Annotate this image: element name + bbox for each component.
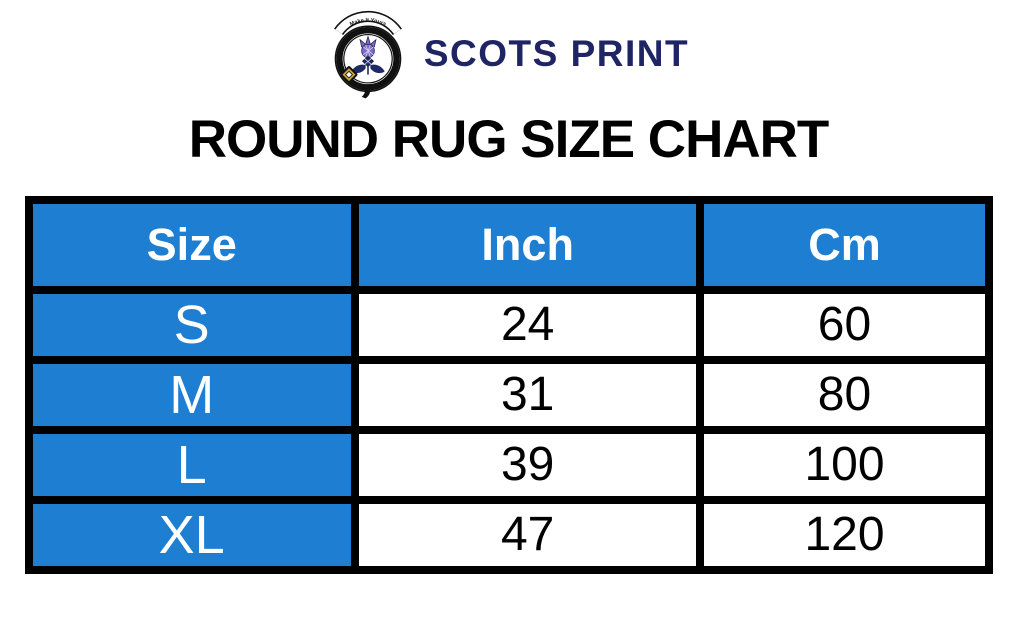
thistle-hatching	[362, 44, 374, 57]
table-row: L 39 100	[24, 425, 993, 504]
table-body: S 24 60 M 31 80 L 39 100 XL 47 120	[24, 285, 993, 574]
thistle-stem	[367, 65, 369, 75]
table-row: S 24 60	[24, 285, 993, 364]
cm-cell: 120	[696, 495, 993, 574]
brand-name: SCOTS PRINT	[423, 33, 690, 74]
belt-buckle	[340, 66, 358, 84]
cm-cell: 60	[696, 285, 993, 364]
inch-cell: 31	[350, 355, 705, 434]
brand-header: Make It Yours SCOTS PRINT	[0, 0, 1017, 100]
ribbon-band	[335, 12, 401, 35]
table-row: XL 47 120	[24, 495, 993, 574]
col-header-cm: Cm	[696, 195, 993, 294]
size-cell: S	[24, 285, 359, 364]
belt-strap-tip	[361, 86, 370, 99]
svg-text:Make It Yours: Make It Yours	[349, 18, 387, 28]
size-cell: M	[24, 355, 359, 434]
inch-cell: 24	[350, 285, 705, 364]
thistle-leaf-left	[351, 64, 366, 74]
cm-cell: 80	[696, 355, 993, 434]
thistle-petals	[359, 35, 377, 48]
inch-cell: 39	[350, 425, 705, 504]
size-cell: L	[24, 425, 359, 504]
col-header-inch: Inch	[350, 195, 705, 294]
col-header-size: Size	[24, 195, 359, 294]
thistle-leaf-right	[370, 64, 385, 74]
calyx-hatching	[364, 58, 372, 65]
table-row: M 31 80	[24, 355, 993, 434]
header-row: Size Inch Cm	[24, 195, 993, 294]
crest-motto-text: Make It Yours	[349, 18, 387, 28]
page-title: ROUND RUG SIZE CHART	[188, 110, 830, 169]
size-chart-table: Size Inch Cm S 24 60 M 31 80 L 39 100 XL 47 120	[24, 195, 993, 574]
size-cell: XL	[24, 495, 359, 574]
cm-cell: 100	[696, 425, 993, 504]
thistle-crest-logo: Make It Yours	[333, 10, 402, 99]
inch-cell: 47	[350, 495, 705, 574]
